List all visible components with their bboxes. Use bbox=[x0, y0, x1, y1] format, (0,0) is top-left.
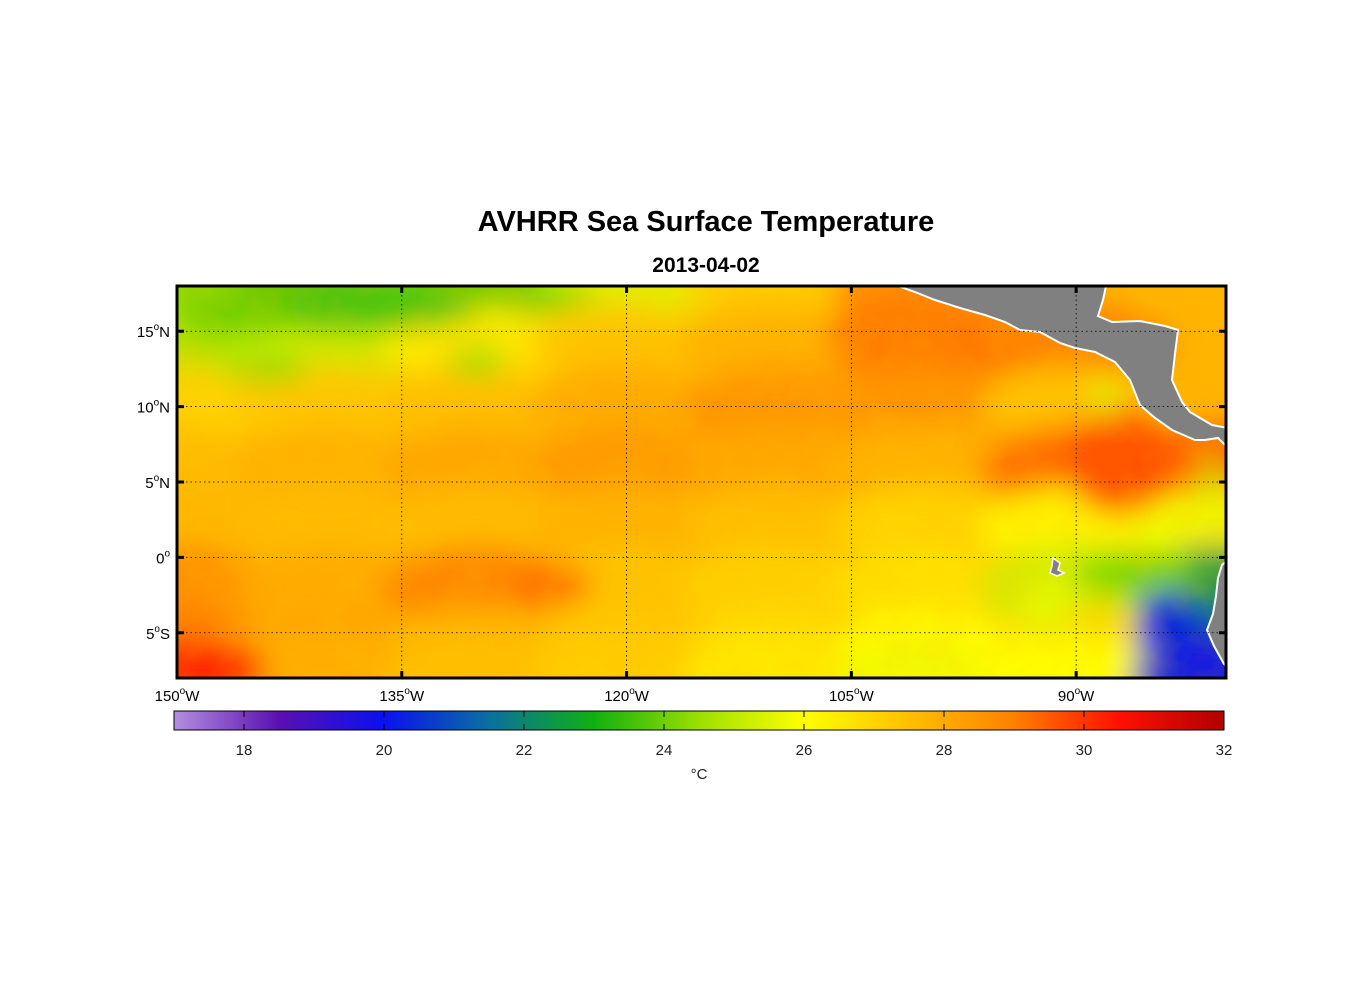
lat-tick-label: 5oN bbox=[145, 473, 170, 492]
colorbar-tick-label: 22 bbox=[516, 742, 533, 759]
colorbar-tick-labels: 18 20 22 24 26 28 30 32 bbox=[236, 742, 1233, 759]
graticule bbox=[176, 286, 1226, 678]
longitude-labels: 150oW 135oW 120oW 105oW 90oW bbox=[155, 686, 1096, 705]
colorbar-tick-label: 20 bbox=[376, 742, 393, 759]
map-date-subtitle: 2013-04-02 bbox=[652, 254, 760, 277]
colorbar-tick-label: 30 bbox=[1076, 742, 1093, 759]
latitude-labels: 15oN 10oN 5oN 0o 5oS bbox=[137, 322, 171, 643]
colorbar: 18 20 22 24 26 28 30 32 °C bbox=[173, 710, 1233, 783]
colorbar-tick-label: 24 bbox=[656, 742, 673, 759]
lon-tick-label: 135oW bbox=[379, 686, 425, 705]
map-title: AVHRR Sea Surface Temperature bbox=[477, 206, 935, 238]
axis-ticks bbox=[175, 286, 1226, 678]
land-south-america bbox=[1205, 560, 1226, 668]
land-galapagos bbox=[1049, 556, 1066, 577]
colorbar-unit: °C bbox=[691, 766, 708, 783]
colorbar-tick-label: 26 bbox=[796, 742, 813, 759]
colorbar-tick-label: 32 bbox=[1216, 742, 1233, 759]
colorbar-tick-label: 18 bbox=[236, 742, 253, 759]
lat-tick-label: 15oN bbox=[137, 322, 170, 341]
colorbar-ticks bbox=[243, 711, 1225, 730]
land-central-america bbox=[897, 286, 1226, 448]
lon-tick-label: 105oW bbox=[829, 686, 875, 705]
lat-tick-label: 5oS bbox=[146, 624, 170, 643]
lon-tick-label: 150oW bbox=[155, 686, 201, 705]
lon-tick-label: 90oW bbox=[1058, 686, 1095, 705]
sst-field bbox=[177, 286, 1226, 678]
lat-tick-label: 0o bbox=[156, 548, 170, 567]
lat-tick-label: 10oN bbox=[137, 398, 170, 417]
lon-tick-label: 120oW bbox=[604, 686, 650, 705]
colorbar-bar bbox=[173, 710, 1225, 731]
colorbar-tick-label: 28 bbox=[936, 742, 953, 759]
